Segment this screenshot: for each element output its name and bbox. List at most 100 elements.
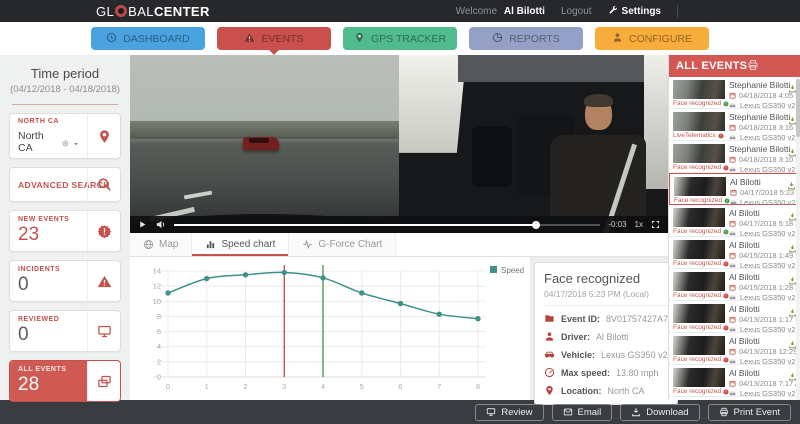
app-logo: GL BAL CENTER	[96, 4, 210, 19]
download-icon[interactable]	[788, 208, 797, 221]
volume-button[interactable]	[155, 219, 166, 230]
email-button[interactable]: Email	[551, 403, 613, 421]
seek-handle[interactable]	[532, 220, 541, 229]
nav-dashboard[interactable]: DASHBOARD	[91, 27, 205, 50]
tab-speed-chart[interactable]: Speed chart	[192, 233, 290, 256]
logo-o-icon	[115, 5, 128, 17]
event-vehicle: Lexus GS350 v2	[729, 229, 796, 238]
car-icon	[729, 134, 737, 141]
download-icon	[631, 407, 641, 417]
event-driver-name: Al Bilotti	[729, 208, 760, 218]
nav-reports[interactable]: REPORTS	[469, 27, 583, 50]
event-list-item[interactable]: LiveTelematics Stephanie Bilotti 04/18/201…	[669, 109, 800, 142]
logout-link[interactable]: Logout	[560, 5, 592, 17]
print-event-button[interactable]: Print Event	[707, 403, 791, 421]
event-list-item[interactable]: Face recognized Stephanie Bilotti 04/18/20…	[669, 77, 800, 110]
region-filter-card[interactable]: NORTH CA North CA	[9, 113, 121, 159]
event-list-item[interactable]: Face recognized Al Bilotti 04/13/2018 12:2…	[669, 333, 800, 366]
review-button[interactable]: Review	[475, 403, 544, 421]
chevron-down-icon[interactable]	[73, 138, 79, 146]
event-date: 04/15/2018 1:49 PM	[729, 251, 800, 260]
counter-card-reviewed[interactable]: REVIEWED 0	[9, 310, 121, 352]
event-tag-label: Face recognized	[673, 388, 722, 395]
counter-card-new-events[interactable]: NEW EVENTS 23	[9, 210, 121, 252]
event-list-item[interactable]: Face recognized Stephanie Bilotti 04/18/20…	[669, 141, 800, 174]
event-tag-label: Face recognized	[673, 228, 722, 235]
events-sidebar: ALL EVENTS Face recognized Stephanie Bilo…	[668, 55, 800, 400]
car-icon	[729, 326, 737, 333]
event-list-item[interactable]: Face recognized Al Bilotti 04/17/2018 5:18…	[669, 205, 800, 238]
event-driver-name: Al Bilotti	[729, 240, 760, 250]
event-list-item[interactable]: Al Bilotti	[669, 397, 800, 400]
svg-text:2: 2	[243, 382, 247, 391]
settings-button[interactable]: Settings	[608, 5, 661, 18]
event-details-panel: Face recognized 04/17/2018 5:23 PM (Loca…	[530, 257, 683, 405]
scrollbar-thumb[interactable]	[796, 79, 800, 137]
counter-card-all-events[interactable]: ALL EVENTS 28	[9, 360, 121, 402]
download-icon[interactable]	[788, 304, 797, 317]
download-icon[interactable]	[788, 336, 797, 349]
download-button[interactable]: Download	[620, 403, 700, 421]
event-vehicle-text: Lexus GS350 v2	[740, 198, 796, 207]
event-tag-label: Face recognized	[673, 100, 722, 107]
download-icon[interactable]	[787, 177, 796, 190]
region-select[interactable]: North CA	[18, 130, 79, 154]
tab-map[interactable]: Map	[130, 233, 193, 256]
event-tag-label: Face recognized	[673, 324, 722, 331]
event-date-text: 04/18/2018 3:16 PM	[739, 123, 800, 132]
download-icon[interactable]	[788, 144, 797, 157]
car-icon	[729, 166, 737, 173]
svg-text:Speed: Speed	[501, 266, 524, 275]
event-list-item[interactable]: Face recognized Al Bilotti 04/13/2018 1:17…	[669, 301, 800, 334]
car-icon	[729, 294, 737, 301]
event-date-text: 04/17/2018 5:23 PM	[740, 188, 800, 197]
event-list-item[interactable]: Face recognized Al Bilotti 04/13/2018 7:17…	[669, 365, 800, 398]
detail-label: Driver:	[561, 331, 591, 342]
cab-ceiling	[458, 55, 644, 82]
nav-configure[interactable]: CONFIGURE	[595, 27, 709, 50]
event-detail-rows: Event ID: 8V01757427A7 Driver: Al Bilotti Ve…	[544, 313, 668, 396]
nav-gps-tracker[interactable]: GPS TRACKER	[343, 27, 457, 50]
event-title: Face recognized	[544, 271, 641, 286]
time-remaining: -0:03	[608, 220, 627, 229]
play-button[interactable]	[138, 220, 147, 229]
counter-cards: NEW EVENTS 23 INCIDENTS 0 REVIEWED 0 ALL EVENT…	[0, 210, 130, 402]
event-thumbnail	[673, 112, 725, 131]
download-icon[interactable]	[788, 80, 797, 93]
event-list-item[interactable]: Face recognized Al Bilotti 04/15/2018 1:49…	[669, 237, 800, 270]
clear-region-icon[interactable]	[62, 138, 69, 147]
download-icon[interactable]	[788, 112, 797, 125]
events-scrollbar[interactable]	[796, 77, 800, 400]
fullscreen-button[interactable]	[651, 220, 660, 229]
event-driver-name: Stephanie Bilotti	[729, 80, 791, 90]
event-list-item[interactable]: Face recognized Al Bilotti 04/15/2018 1:28…	[669, 269, 800, 302]
download-icon[interactable]	[788, 240, 797, 253]
calendar-icon	[729, 156, 736, 163]
tab-label: G-Force Chart	[318, 239, 383, 250]
main-content: -0:03 1x Map Speed chart G-Force Chart 0 2 4…	[130, 55, 679, 405]
welcome-text: Welcome Al Bilotti	[455, 5, 545, 17]
event-tag: Face recognized	[673, 324, 729, 331]
event-date: 04/17/2018 5:23 PM	[730, 188, 800, 197]
counter-label: ALL EVENTS	[18, 366, 67, 373]
speedometer-icon	[544, 367, 555, 378]
seek-bar[interactable]	[174, 220, 601, 229]
counter-label: INCIDENTS	[18, 266, 61, 273]
calendar-icon	[729, 284, 736, 291]
event-vehicle-text: Lexus GS350 v2	[740, 133, 796, 142]
counter-card-incidents[interactable]: INCIDENTS 0	[9, 260, 121, 302]
event-date-text: 04/13/2018 7:17 AM	[739, 379, 800, 388]
playback-rate[interactable]: 1x	[634, 220, 643, 229]
tab-label: Speed chart	[221, 239, 276, 250]
print-icon[interactable]	[747, 59, 759, 74]
event-list-item[interactable]: Face recognized Al Bilotti 04/17/2018 5:23…	[669, 173, 800, 207]
nav-events[interactable]: EVENTS	[217, 27, 331, 55]
tab-g-force-chart[interactable]: G-Force Chart	[289, 233, 397, 256]
event-driver-name: Al Bilotti	[729, 304, 760, 314]
download-icon[interactable]	[788, 368, 797, 381]
warning-triangle-icon	[244, 32, 256, 46]
event-driver-name: Al Bilotti	[729, 272, 760, 282]
download-icon[interactable]	[788, 272, 797, 285]
advanced-search-button[interactable]: ADVANCED SEARCH	[9, 167, 121, 202]
event-vehicle: Lexus GS350 v2	[729, 357, 796, 366]
